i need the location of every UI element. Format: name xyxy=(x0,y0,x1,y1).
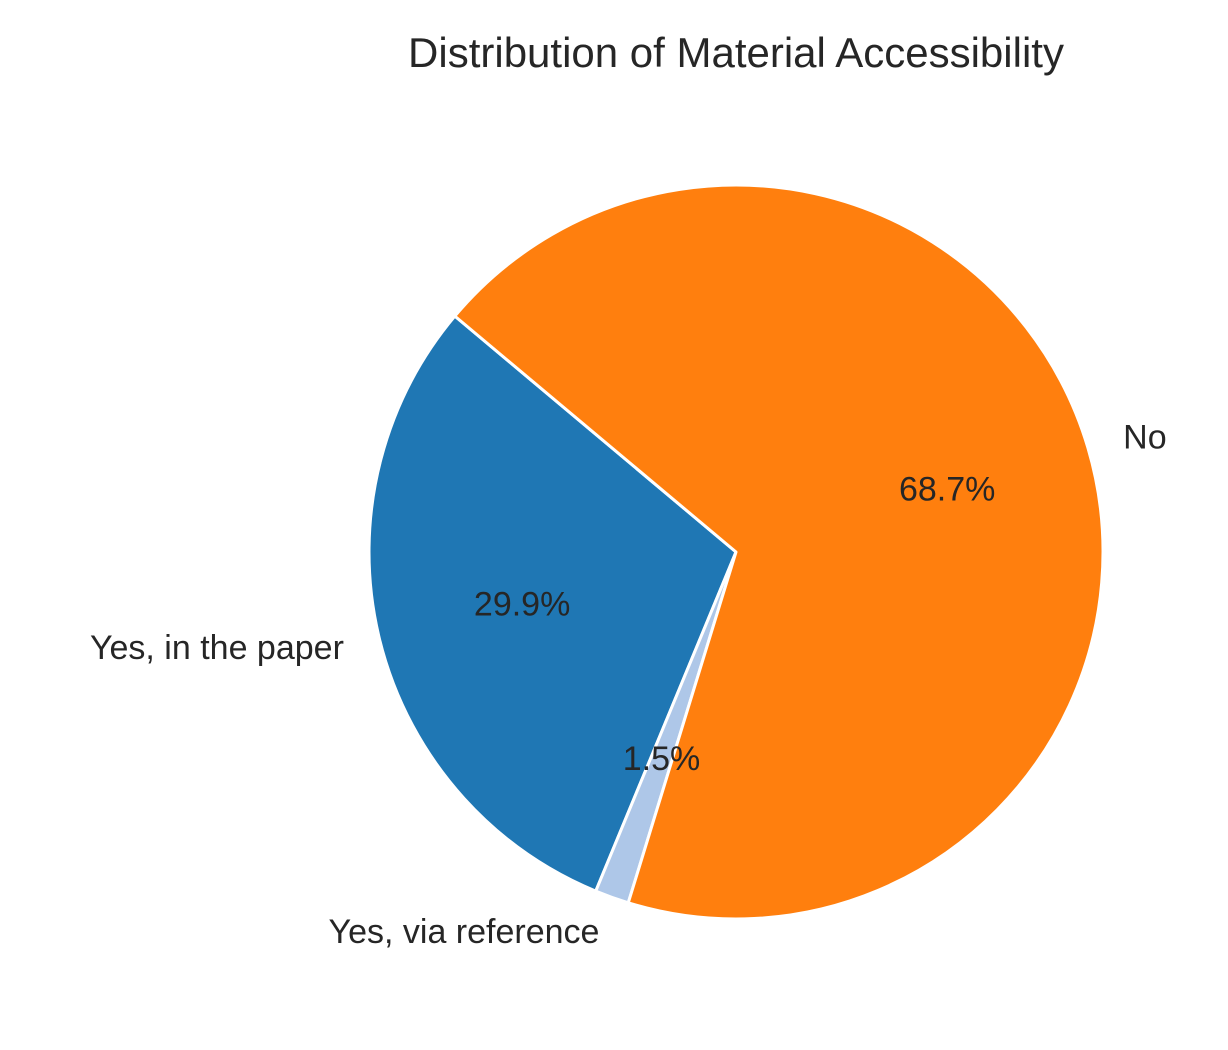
percent-label-yes-via-reference: 1.5% xyxy=(623,740,701,778)
slice-label-yes-in-the-paper: Yes, in the paper xyxy=(90,629,344,667)
pie-labels: Yes, in the paper 29.9% Yes, via reference… xyxy=(90,419,1167,951)
pie-slice-yes-in-the-paper xyxy=(367,314,738,893)
slice-label-yes-via-reference: Yes, via reference xyxy=(329,913,600,951)
percent-label-no: 68.7% xyxy=(899,471,995,509)
percent-label-yes-in-the-paper: 29.9% xyxy=(474,585,570,623)
pie-slice-no xyxy=(453,183,1105,921)
chart-title: Distribution of Material Accessibility xyxy=(408,29,1064,76)
slice-label-no: No xyxy=(1123,419,1166,457)
pie-slices xyxy=(367,183,1105,921)
